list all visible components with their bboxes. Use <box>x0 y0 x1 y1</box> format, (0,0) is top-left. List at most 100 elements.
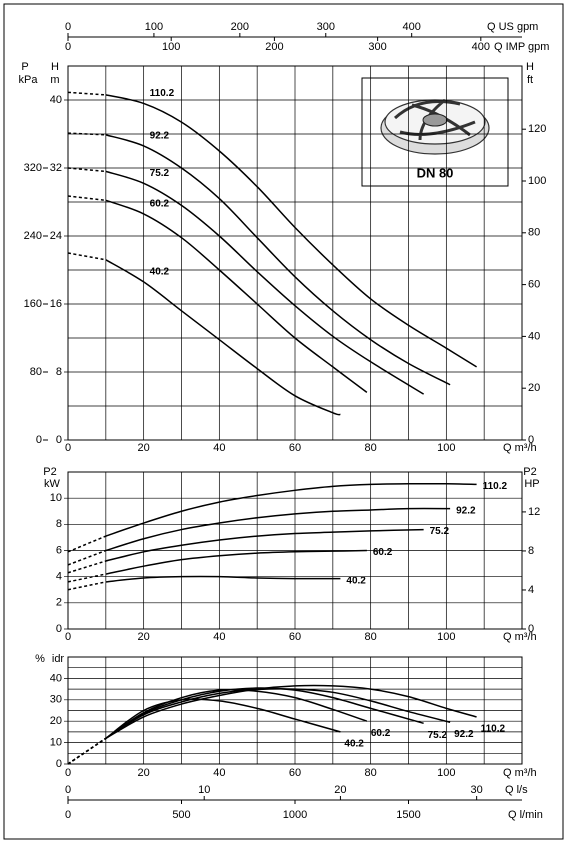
y-tick-label: 30 <box>50 694 62 706</box>
x-tick-label: 60 <box>289 442 301 454</box>
y2-axis-title: P2 <box>523 466 536 478</box>
curve <box>67 535 107 553</box>
inset: DN 80 <box>361 77 509 187</box>
y2-tick-label: 120 <box>528 123 546 135</box>
y2-tick-label: 12 <box>528 506 540 518</box>
y2-axis-title: H <box>526 61 534 73</box>
curve-label: 75.2 <box>150 168 170 179</box>
x3-axis-title: Q l/min <box>508 809 543 821</box>
curve-label: 110.2 <box>483 481 508 492</box>
x2-tick-label: 20 <box>334 784 346 796</box>
x3-tick-label: 300 <box>368 41 386 53</box>
x2-axis-title: Q US gpm <box>487 21 538 33</box>
curve <box>105 549 367 575</box>
y-axis-unit: idr <box>52 653 65 665</box>
y2-axis-unit: HP <box>524 478 539 490</box>
y3-tick-label: 240 <box>24 230 42 242</box>
y3-tick-label: 80 <box>30 366 42 378</box>
y2-tick-label: 60 <box>528 279 540 291</box>
y-axis-title: P2 <box>43 466 56 478</box>
x-tick-label: 100 <box>437 767 455 779</box>
curve <box>105 507 451 552</box>
y2-tick-label: 0 <box>528 623 534 635</box>
x3-tick-label: 200 <box>265 41 283 53</box>
y2-tick-label: 80 <box>528 227 540 239</box>
x-tick-label: 0 <box>65 631 71 643</box>
curve <box>105 94 477 368</box>
curve-label: 110.2 <box>150 88 175 99</box>
curve <box>105 199 368 394</box>
y-tick-label: 24 <box>50 230 62 242</box>
y-tick-label: 0 <box>56 758 62 770</box>
y-tick-label: 20 <box>50 715 62 727</box>
curve-label: 92.2 <box>456 505 476 516</box>
curve <box>67 132 106 136</box>
x-axis-title: Q m³/h <box>503 442 537 454</box>
x2-tick-label: 30 <box>471 784 483 796</box>
x2-tick-label: 300 <box>317 21 335 33</box>
x3-tick-label: 1500 <box>396 809 420 821</box>
curve <box>105 528 424 562</box>
x-tick-label: 40 <box>213 767 225 779</box>
x-tick-label: 80 <box>365 442 377 454</box>
y-tick-label: 8 <box>56 366 62 378</box>
x2-tick-label: 400 <box>402 21 420 33</box>
y2-tick-label: 20 <box>528 382 540 394</box>
impeller-hub <box>422 113 448 127</box>
x-tick-label: 40 <box>213 631 225 643</box>
inset-label: DN 80 <box>417 165 454 180</box>
curve <box>105 259 341 416</box>
x2-tick-label: 200 <box>231 21 249 33</box>
y-tick-label: 40 <box>50 672 62 684</box>
y-axis-title: H <box>51 61 59 73</box>
curve-label: 75.2 <box>430 526 450 537</box>
panel: 0 20 40 60 80 100 Q m³/h0246810P2kW04812P2HP11… <box>43 466 540 643</box>
y-tick-label: 0 <box>56 623 62 635</box>
y2-tick-label: 8 <box>528 545 534 557</box>
curve-label: 75.2 <box>428 730 448 741</box>
x-tick-label: 20 <box>138 631 150 643</box>
x-axis-title: Q m³/h <box>503 767 537 779</box>
curve <box>67 252 106 261</box>
curve <box>105 698 341 739</box>
y-tick-label: 40 <box>50 94 62 106</box>
x2-axis-title: Q l/s <box>505 784 528 796</box>
y-axis-unit: kW <box>44 478 61 490</box>
y-tick-label: 32 <box>50 162 62 174</box>
curve <box>105 575 341 583</box>
y3-axis-unit: kPa <box>19 74 39 86</box>
curve <box>67 581 106 591</box>
panel: 0 20 40 60 80 100 Q m³/h0816243240Hm0204060801… <box>19 21 550 454</box>
x-tick-label: 20 <box>138 442 150 454</box>
curve <box>105 482 477 537</box>
y-tick-label: 0 <box>56 434 62 446</box>
x2-tick-label: 0 <box>65 784 71 796</box>
y-tick-label: 4 <box>56 571 62 583</box>
x-tick-label: 60 <box>289 767 301 779</box>
curve <box>67 737 107 765</box>
y-axis-unit: m <box>50 74 59 86</box>
x3-axis-title: Q IMP gpm <box>494 41 549 53</box>
x-tick-label: 100 <box>437 442 455 454</box>
y3-tick-label: 160 <box>24 298 42 310</box>
x3-tick-label: 500 <box>172 809 190 821</box>
impeller-vane <box>393 98 476 141</box>
y-tick-label: 6 <box>56 544 62 556</box>
y2-tick-label: 0 <box>528 434 534 446</box>
curve <box>105 684 477 739</box>
x3-tick-label: 0 <box>65 809 71 821</box>
curve-label: 92.2 <box>150 131 170 142</box>
y-axis-title: % <box>35 653 45 665</box>
x-tick-label: 60 <box>289 631 301 643</box>
curve-label: 40.2 <box>344 739 364 750</box>
curve-label: 60.2 <box>150 199 170 210</box>
y2-tick-label: 40 <box>528 330 540 342</box>
curve <box>105 688 368 739</box>
y2-axis-unit: ft <box>527 74 533 86</box>
x2-tick-label: 10 <box>198 784 210 796</box>
y-tick-label: 2 <box>56 597 62 609</box>
curve-label: 40.2 <box>150 267 170 278</box>
x-tick-label: 20 <box>138 767 150 779</box>
